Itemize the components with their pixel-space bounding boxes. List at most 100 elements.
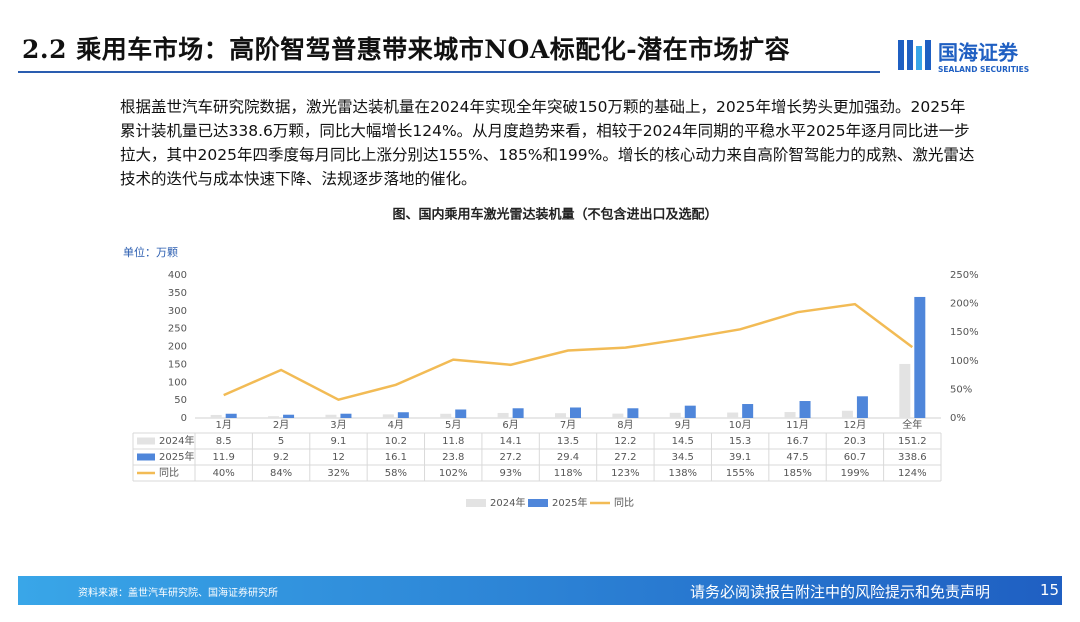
y2-tick-label: 200% xyxy=(950,299,979,310)
table-cell: 124% xyxy=(898,468,927,479)
table-cell: 123% xyxy=(611,468,640,479)
legend-label: 2025年 xyxy=(552,496,587,509)
y-tick-label: 250 xyxy=(168,324,187,335)
bar xyxy=(627,408,639,418)
row-label: 2025年 xyxy=(159,450,194,463)
table-cell: 5 xyxy=(278,436,284,447)
y2-tick-label: 250% xyxy=(950,270,979,281)
x-tick-label: 4月 xyxy=(388,419,404,431)
table-cell: 15.3 xyxy=(729,436,751,447)
table-cell: 13.5 xyxy=(557,436,579,447)
table-cell: 12 xyxy=(332,452,345,463)
table-cell: 16.1 xyxy=(385,452,407,463)
table-cell: 11.8 xyxy=(442,436,464,447)
table-cell: 199% xyxy=(841,468,870,479)
page-number: 15 xyxy=(1040,581,1060,599)
y-tick-label: 350 xyxy=(168,288,187,299)
table-cell: 8.5 xyxy=(216,436,232,447)
legend-swatch xyxy=(137,437,155,445)
slide-title: 2.2 乘用车市场：高阶智驾普惠带来城市NOA标配化-潜在市场扩容 xyxy=(22,35,791,64)
table-cell: 138% xyxy=(668,468,697,479)
bar xyxy=(455,409,467,418)
y2-tick-label: 50% xyxy=(950,384,972,395)
x-tick-label: 10月 xyxy=(729,419,752,431)
table-cell: 10.2 xyxy=(385,436,407,447)
table-cell: 155% xyxy=(726,468,755,479)
body-text: 根据盖世汽车研究院数据，激光雷达装机量在2024年实现全年突破150万颗的基础上… xyxy=(120,98,975,188)
table-cell: 9.2 xyxy=(273,452,289,463)
table-cell: 39.1 xyxy=(729,452,751,463)
footer-bar: 资料来源：盖世汽车研究院、国海证券研究所 请务必阅读报告附注中的风险提示和免责声… xyxy=(18,576,1062,605)
chart: 图、国内乘用车激光雷达装机量（不包含进出口及选配） 单位：万颗 0 50 100 15… xyxy=(123,207,979,510)
x-tick-label: 5月 xyxy=(445,419,461,431)
logo-sub: SEALAND SECURITIES xyxy=(938,65,1029,74)
table-cell: 102% xyxy=(439,468,468,479)
unit-label: 单位：万颗 xyxy=(123,245,178,259)
y-tick-label: 100 xyxy=(168,377,187,388)
y2-tick-label: 150% xyxy=(950,327,979,338)
bar xyxy=(570,407,581,418)
bar xyxy=(440,413,452,418)
bar xyxy=(382,414,394,418)
y2-tick-label: 100% xyxy=(950,356,979,367)
table-cell: 27.2 xyxy=(499,452,521,463)
x-tick-label: 3月 xyxy=(330,419,346,431)
source: 资料来源：盖世汽车研究院、国海证券研究所 xyxy=(78,588,278,599)
bar xyxy=(669,412,681,418)
table-cell: 14.1 xyxy=(499,436,521,447)
table-cell: 185% xyxy=(783,468,812,479)
table-cell: 40% xyxy=(213,468,235,479)
legend-label: 同比 xyxy=(614,497,634,509)
table-cell: 20.3 xyxy=(844,436,866,447)
bar xyxy=(325,414,337,418)
table-cell: 29.4 xyxy=(557,452,579,463)
bar xyxy=(210,414,222,418)
bar xyxy=(841,410,853,418)
table-cell: 84% xyxy=(270,468,292,479)
bar xyxy=(914,296,926,418)
y-tick-label: 300 xyxy=(168,306,187,317)
x-tick-label: 1月 xyxy=(216,419,232,431)
x-tick-label: 2月 xyxy=(273,419,289,431)
disclaimer: 请务必阅读报告附注中的风险提示和免责声明 xyxy=(690,583,991,601)
table-cell: 47.5 xyxy=(786,452,808,463)
bar xyxy=(742,404,754,418)
header-rule xyxy=(18,71,880,73)
table-cell: 60.7 xyxy=(844,452,866,463)
bar xyxy=(856,396,868,418)
bar xyxy=(727,412,739,418)
bar xyxy=(497,412,509,418)
table-cell: 151.2 xyxy=(898,436,927,447)
table-cell: 14.5 xyxy=(672,436,694,447)
x-tick-label: 8月 xyxy=(617,419,633,431)
logo: 国海证券 SEALAND SECURITIES xyxy=(898,40,1029,74)
bar xyxy=(283,414,295,418)
y-tick-label: 50 xyxy=(174,395,187,406)
y-tick-label: 400 xyxy=(168,270,187,281)
chart-title: 图、国内乘用车激光雷达装机量（不包含进出口及选配） xyxy=(392,207,717,223)
table-cell: 338.6 xyxy=(898,452,927,463)
bar xyxy=(397,412,409,418)
table-cell: 12.2 xyxy=(614,436,636,447)
logo-name: 国海证券 xyxy=(938,41,1019,65)
line-series xyxy=(223,302,914,402)
x-tick-label: 全年 xyxy=(902,418,922,431)
legend-swatch xyxy=(528,499,548,507)
table-cell: 58% xyxy=(385,468,407,479)
bar xyxy=(784,412,796,418)
table-cell: 11.9 xyxy=(213,452,235,463)
bar xyxy=(268,416,280,418)
x-tick-label: 6月 xyxy=(502,419,518,431)
legend-swatch xyxy=(137,453,155,461)
bar xyxy=(612,413,624,418)
bar xyxy=(899,363,911,418)
bar xyxy=(512,408,524,418)
table-cell: 23.8 xyxy=(442,452,464,463)
bar xyxy=(684,405,696,418)
bar xyxy=(555,413,566,418)
bar xyxy=(225,413,237,418)
row-label: 同比 xyxy=(159,467,179,479)
y-tick-label: 0 xyxy=(181,413,187,424)
x-tick-label: 11月 xyxy=(786,419,809,431)
